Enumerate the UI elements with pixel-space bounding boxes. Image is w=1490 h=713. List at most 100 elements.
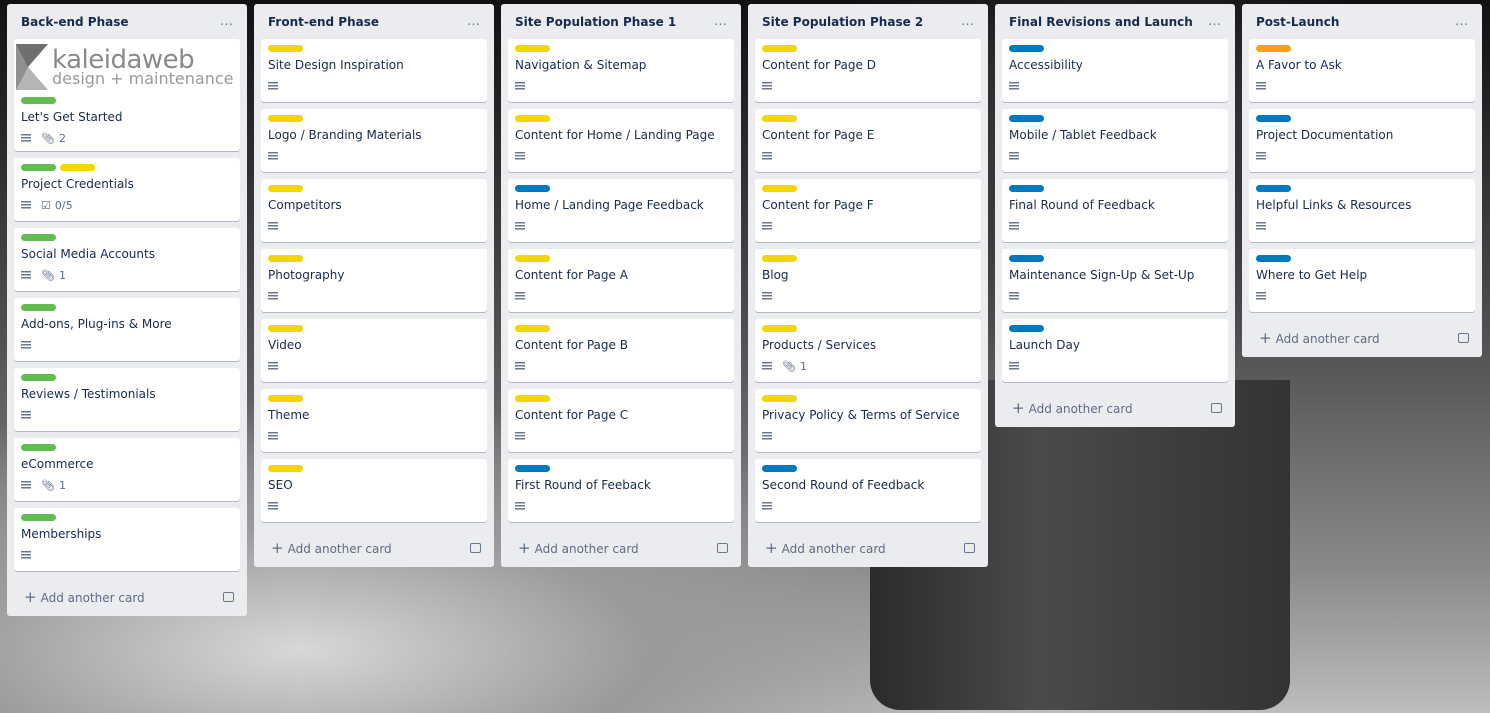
more-options-icon[interactable]: … <box>1455 14 1469 29</box>
label-yellow[interactable] <box>515 45 550 52</box>
label-yellow[interactable] <box>60 164 95 171</box>
label-yellow[interactable] <box>515 395 550 402</box>
card[interactable]: Video <box>261 319 487 382</box>
card-template-icon[interactable] <box>1458 333 1469 343</box>
more-options-icon[interactable]: … <box>961 14 975 29</box>
list-title[interactable]: Site Population Phase 2 <box>762 14 924 29</box>
card-template-icon[interactable] <box>717 543 728 553</box>
label-yellow[interactable] <box>762 45 797 52</box>
label-blue[interactable] <box>1009 325 1044 332</box>
card[interactable]: Content for Home / Landing Page <box>508 109 734 172</box>
card-template-icon[interactable] <box>470 543 481 553</box>
card[interactable]: Project Documentation <box>1249 109 1475 172</box>
card-template-icon[interactable] <box>1211 403 1222 413</box>
label-blue[interactable] <box>515 465 550 472</box>
label-blue[interactable] <box>1256 185 1291 192</box>
card[interactable]: Accessibility <box>1002 39 1228 102</box>
card[interactable]: Second Round of Feedback <box>755 459 981 522</box>
label-yellow[interactable] <box>268 325 303 332</box>
card[interactable]: Privacy Policy & Terms of Service <box>755 389 981 452</box>
card[interactable]: Products / Services 📎︎ 1 <box>755 319 981 382</box>
add-card-button[interactable]: + Add another card <box>14 578 240 616</box>
card[interactable]: Project Credentials ☑ 0/5 <box>14 158 240 221</box>
label-green[interactable] <box>21 304 56 311</box>
label-yellow[interactable] <box>762 395 797 402</box>
card[interactable]: Reviews / Testimonials <box>14 368 240 431</box>
label-green[interactable] <box>21 234 56 241</box>
label-blue[interactable] <box>1009 185 1044 192</box>
card[interactable]: Mobile / Tablet Feedback <box>1002 109 1228 172</box>
label-yellow[interactable] <box>268 185 303 192</box>
add-card[interactable]: + Add another card <box>518 539 639 557</box>
label-yellow[interactable] <box>268 255 303 262</box>
label-yellow[interactable] <box>268 45 303 52</box>
add-card[interactable]: + Add another card <box>765 539 886 557</box>
label-yellow[interactable] <box>515 325 550 332</box>
list-title[interactable]: Site Population Phase 1 <box>515 14 677 29</box>
card[interactable]: Content for Page F <box>755 179 981 242</box>
card[interactable]: SEO <box>261 459 487 522</box>
add-card[interactable]: + Add another card <box>1259 329 1380 347</box>
card[interactable]: Photography <box>261 249 487 312</box>
label-yellow[interactable] <box>762 325 797 332</box>
card-template-icon[interactable] <box>223 592 234 602</box>
label-yellow[interactable] <box>762 255 797 262</box>
label-green[interactable] <box>21 97 56 104</box>
card[interactable]: Blog <box>755 249 981 312</box>
card[interactable]: Social Media Accounts 📎︎ 1 <box>14 228 240 291</box>
more-options-icon[interactable]: … <box>714 14 728 29</box>
label-yellow[interactable] <box>268 465 303 472</box>
add-card[interactable]: + Add another card <box>271 539 392 557</box>
list-title[interactable]: Back-end Phase <box>21 14 129 29</box>
add-card-button[interactable]: + Add another card <box>1249 319 1475 357</box>
card[interactable]: Maintenance Sign-Up & Set-Up <box>1002 249 1228 312</box>
card[interactable]: Where to Get Help <box>1249 249 1475 312</box>
card[interactable]: Launch Day <box>1002 319 1228 382</box>
label-blue[interactable] <box>1009 45 1044 52</box>
label-green[interactable] <box>21 444 56 451</box>
card[interactable]: Home / Landing Page Feedback <box>508 179 734 242</box>
card[interactable]: Content for Page B <box>508 319 734 382</box>
more-options-icon[interactable]: … <box>220 14 234 29</box>
card-template-icon[interactable] <box>964 543 975 553</box>
label-blue[interactable] <box>1009 255 1044 262</box>
card[interactable]: Navigation & Sitemap <box>508 39 734 102</box>
add-card-button[interactable]: + Add another card <box>755 529 981 567</box>
label-yellow[interactable] <box>762 185 797 192</box>
label-blue[interactable] <box>1009 115 1044 122</box>
label-blue[interactable] <box>515 185 550 192</box>
card[interactable]: Logo / Branding Materials <box>261 109 487 172</box>
add-card[interactable]: + Add another card <box>24 588 145 606</box>
label-yellow[interactable] <box>762 115 797 122</box>
card[interactable]: Memberships <box>14 508 240 571</box>
list-title[interactable]: Post-Launch <box>1256 14 1340 29</box>
label-yellow[interactable] <box>515 115 550 122</box>
card[interactable]: Add-ons, Plug-ins & More <box>14 298 240 361</box>
card[interactable]: kaleidaweb design + maintenance Let's Get … <box>14 39 240 151</box>
card[interactable]: A Favor to Ask <box>1249 39 1475 102</box>
card[interactable]: Site Design Inspiration <box>261 39 487 102</box>
label-yellow[interactable] <box>268 115 303 122</box>
card[interactable]: Content for Page A <box>508 249 734 312</box>
add-card[interactable]: + Add another card <box>1012 399 1133 417</box>
label-green[interactable] <box>21 164 56 171</box>
label-green[interactable] <box>21 514 56 521</box>
card[interactable]: eCommerce 📎︎ 1 <box>14 438 240 501</box>
add-card-button[interactable]: + Add another card <box>508 529 734 567</box>
label-orange[interactable] <box>1256 45 1291 52</box>
card[interactable]: Content for Page C <box>508 389 734 452</box>
card[interactable]: Helpful Links & Resources <box>1249 179 1475 242</box>
more-options-icon[interactable]: … <box>467 14 481 29</box>
label-green[interactable] <box>21 374 56 381</box>
label-blue[interactable] <box>762 465 797 472</box>
label-yellow[interactable] <box>268 395 303 402</box>
label-blue[interactable] <box>1256 115 1291 122</box>
card[interactable]: Content for Page D <box>755 39 981 102</box>
card[interactable]: First Round of Feeback <box>508 459 734 522</box>
add-card-button[interactable]: + Add another card <box>1002 389 1228 427</box>
more-options-icon[interactable]: … <box>1208 14 1222 29</box>
list-title[interactable]: Front-end Phase <box>268 14 380 29</box>
card[interactable]: Theme <box>261 389 487 452</box>
card[interactable]: Competitors <box>261 179 487 242</box>
list-title[interactable]: Final Revisions and Launch <box>1009 14 1193 29</box>
